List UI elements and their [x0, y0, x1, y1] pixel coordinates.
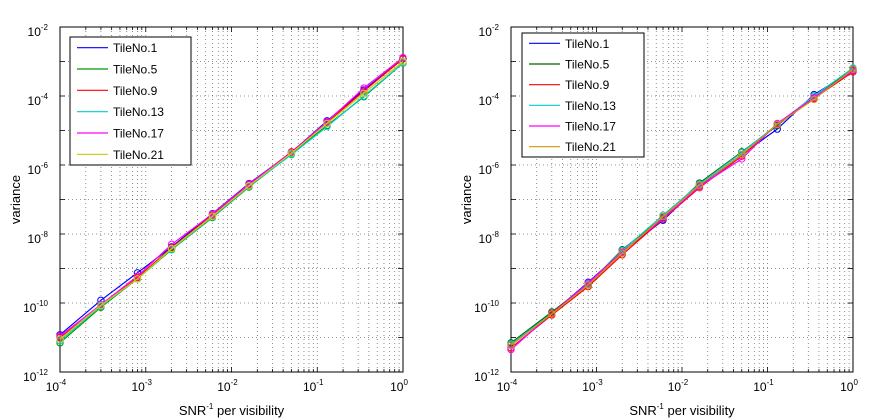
- series-line-6: [510, 68, 854, 346]
- x-tick-label: 10-2: [217, 378, 238, 394]
- x-tick-label: 100: [840, 378, 858, 394]
- data-point: [507, 341, 515, 349]
- legend: TileNo.1 TileNo.5 TileNo.9 TileNo.13 TileNo.…: [521, 32, 645, 158]
- x-tick-label: 10-2: [668, 378, 689, 394]
- data-point: [208, 212, 217, 220]
- y-tick-label: 10-2: [28, 23, 49, 39]
- data-point: [584, 279, 592, 287]
- data-point: [849, 65, 857, 73]
- grid: [511, 27, 853, 372]
- legend-label: TileNo.9: [113, 84, 158, 98]
- data-point: [507, 345, 515, 354]
- data-point: [167, 240, 176, 249]
- x-tick-label: 100: [390, 378, 408, 394]
- x-tick-label: 10-3: [582, 378, 603, 394]
- series-line-5: [59, 57, 404, 337]
- data-point: [360, 89, 368, 97]
- data-point: [548, 310, 556, 318]
- x-axis-label: SNR-1 per visibility: [629, 402, 735, 418]
- legend-label: TileNo.9: [565, 78, 610, 92]
- data-point: [399, 57, 407, 66]
- data-point: [584, 281, 592, 289]
- data-point: [97, 301, 105, 310]
- y-tick-label: 10-6: [479, 161, 500, 177]
- y-axis-label: variance: [8, 175, 23, 224]
- data-point: [399, 53, 407, 62]
- legend-box: [521, 32, 645, 158]
- y-tick-label: 10-6: [28, 161, 49, 177]
- series-group: [507, 64, 857, 354]
- y-tick-label: 10-12: [23, 368, 48, 384]
- legend-label: TileNo.21: [113, 148, 164, 162]
- x-tick-label: 10-1: [753, 378, 774, 394]
- y-tick-label: 10-2: [479, 23, 500, 39]
- grid: [60, 27, 403, 372]
- series-group: [56, 53, 407, 347]
- legend-label: TileNo.13: [113, 105, 164, 119]
- legend-label: TileNo.1: [565, 37, 610, 51]
- y-axis-label: variance: [459, 175, 474, 224]
- y-tick-label: 10-10: [23, 299, 48, 315]
- x-tick-label: 10-1: [303, 378, 324, 394]
- chart-panel-1: 10-4 10-3 10-2 10-1 100 10-12 10-10 10-8 10-6 10-…: [8, 23, 408, 418]
- data-point: [287, 149, 296, 157]
- data-point: [618, 249, 626, 257]
- legend: TileNo.1 TileNo.5 TileNo.9 TileNo.13 TileNo.…: [69, 36, 192, 166]
- legend-box: [69, 36, 192, 166]
- legend-label: TileNo.1: [113, 41, 158, 55]
- legend-label: TileNo.5: [113, 63, 158, 77]
- data-point: [56, 335, 64, 343]
- data-point: [738, 150, 746, 159]
- x-axis-label: SNR-1 per visibility: [179, 402, 285, 418]
- legend-label: TileNo.17: [565, 120, 616, 134]
- chart-panel-2: 10-4 10-3 10-2 10-1 100 10-12 10-10 10-8 10-6 10-…: [459, 23, 858, 418]
- y-tick-label: 10-4: [479, 92, 500, 108]
- legend-label: TileNo.5: [565, 58, 610, 72]
- y-tick-label: 10-4: [28, 92, 49, 108]
- data-point: [810, 95, 818, 104]
- y-tick-label: 10-10: [474, 299, 499, 315]
- x-tick-label: 10-4: [46, 378, 67, 394]
- data-point: [323, 119, 331, 128]
- ticks: [510, 26, 854, 373]
- legend-label: TileNo.21: [565, 140, 616, 154]
- data-point: [773, 120, 781, 129]
- data-point: [659, 214, 667, 223]
- legend-label: TileNo.13: [565, 99, 616, 113]
- data-point: [167, 244, 176, 253]
- y-tick-label: 10-12: [474, 368, 499, 384]
- data-point: [695, 181, 704, 189]
- x-tick-label: 10-4: [497, 378, 518, 394]
- series-line-5: [510, 70, 854, 350]
- y-tick-label: 10-8: [28, 230, 49, 246]
- data-point: [245, 182, 253, 190]
- ticks: [59, 26, 404, 373]
- data-point: [360, 84, 368, 92]
- y-tick-label: 10-8: [479, 230, 500, 246]
- x-tick-label: 10-3: [132, 378, 153, 394]
- legend-label: TileNo.17: [113, 127, 164, 141]
- data-point: [738, 155, 746, 163]
- data-point: [659, 212, 667, 221]
- series-line-6: [59, 61, 404, 340]
- data-point: [133, 275, 142, 283]
